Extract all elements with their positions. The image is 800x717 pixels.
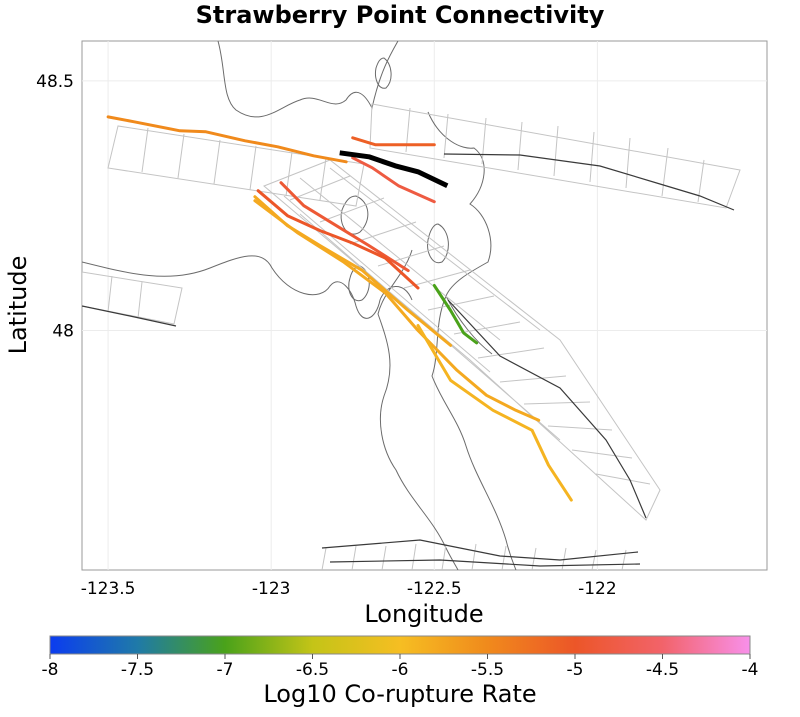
y-axis-ticks: 48.5 48 xyxy=(36,72,74,342)
colorbar-tick-label: -7 xyxy=(217,660,234,680)
fault-subsections xyxy=(82,103,741,570)
colorbar-tick-label: -6 xyxy=(392,660,409,680)
chart-title: Strawberry Point Connectivity xyxy=(196,1,605,29)
y-tick-label: 48.5 xyxy=(36,72,74,92)
fault-trace-1 xyxy=(106,115,348,164)
trace-east xyxy=(443,153,735,211)
coastline-south-west xyxy=(82,255,413,319)
colorbar-ticks: -8 -7.5 -7 -6.5 -6 -5.5 -5 -4.5 -4 xyxy=(42,654,759,680)
source-fault xyxy=(339,150,449,188)
map-frame xyxy=(81,40,768,571)
x-tick-label: -123.5 xyxy=(81,579,136,599)
coastline-island-d xyxy=(375,57,392,89)
subsections-north-band xyxy=(107,125,365,207)
corupture-faults xyxy=(106,115,573,502)
fault-trace-4 xyxy=(279,181,410,273)
fault-trace-2 xyxy=(351,136,436,147)
colorbar: -8 -7.5 -7 -6.5 -6 -5.5 -5 -4.5 -4 Log10 Co-rupt… xyxy=(42,635,759,708)
coastline-island-c xyxy=(427,223,449,264)
subsections-central-mesh xyxy=(263,159,661,521)
map-panel: -123.5 -123 -122.5 -122 48.5 48 xyxy=(36,40,768,599)
coastline-puget-west xyxy=(377,249,459,570)
y-tick-label: 48 xyxy=(52,321,74,341)
x-axis-ticks: -123.5 -123 -122.5 -122 xyxy=(81,579,617,599)
fault-trace-3 xyxy=(351,156,436,204)
trace-south-east xyxy=(447,299,647,519)
colorbar-tick-label: -5 xyxy=(567,660,584,680)
colorbar-tick-label: -7.5 xyxy=(121,660,154,680)
colorbar-tick-label: -4 xyxy=(742,660,759,680)
colorbar-tick-label: -4.5 xyxy=(646,660,679,680)
trace-south-b xyxy=(329,559,641,567)
coastline-whidbey xyxy=(427,111,493,355)
x-tick-label: -122.5 xyxy=(407,579,462,599)
trace-south-a xyxy=(321,539,639,561)
fault-trace-7 xyxy=(432,284,479,345)
fault-traces-other xyxy=(82,153,735,567)
fault-trace-5 xyxy=(256,189,420,290)
colorbar-tick-label: -6.5 xyxy=(296,660,329,680)
colorbar-gradient xyxy=(49,635,751,655)
colorbar-label: Log10 Co-rupture Rate xyxy=(263,680,536,708)
source-fault-trace xyxy=(339,150,449,188)
fault-trace-9 xyxy=(416,324,573,502)
subsections-west-band xyxy=(82,271,183,325)
colorbar-tick-label: -5.5 xyxy=(471,660,504,680)
grid-lines xyxy=(82,41,767,570)
coastline xyxy=(82,41,517,570)
x-axis-label: Longitude xyxy=(364,600,483,628)
fault-trace-8 xyxy=(253,199,541,422)
trace-west xyxy=(82,305,177,327)
coastline-north-shore xyxy=(217,41,399,118)
subsections-east-band xyxy=(369,103,741,209)
y-axis-label: Latitude xyxy=(4,256,32,355)
colorbar-tick-label: -8 xyxy=(42,660,59,680)
x-tick-label: -123 xyxy=(252,579,291,599)
x-tick-label: -122 xyxy=(578,579,617,599)
